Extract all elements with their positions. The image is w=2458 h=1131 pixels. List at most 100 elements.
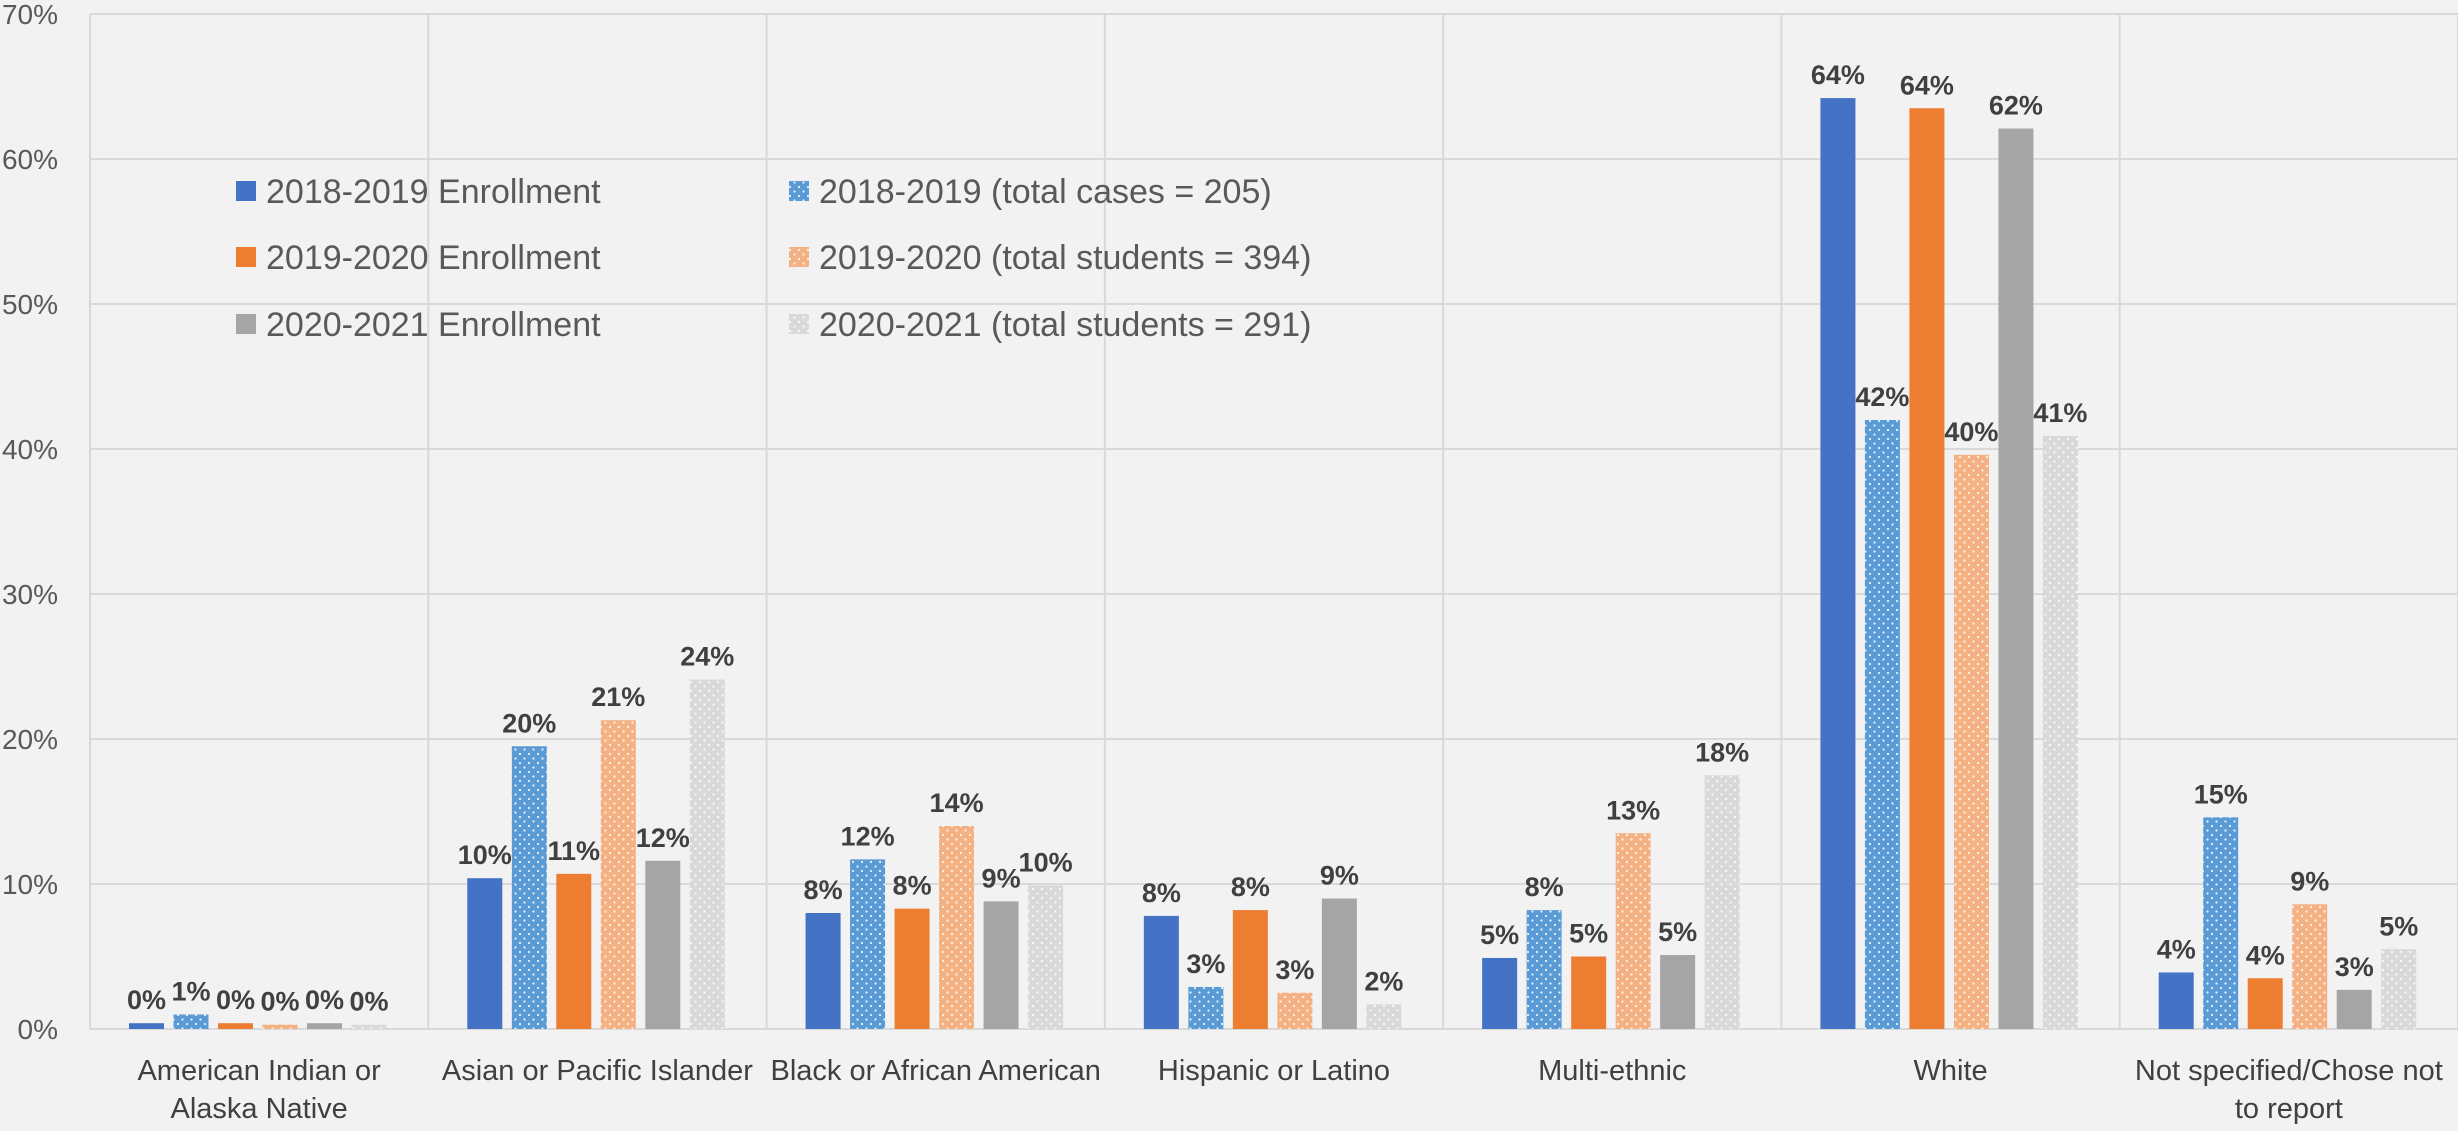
x-tick-label: White — [1914, 1055, 1988, 1087]
bars — [129, 98, 2417, 1030]
data-label: 62% — [1989, 91, 2043, 121]
bar — [1028, 885, 1064, 1029]
legend-label: 2019-2020 Enrollment — [266, 239, 601, 277]
data-label: 15% — [2194, 779, 2248, 809]
x-tick-label: American Indian or Alaska Native — [137, 1055, 381, 1125]
bar — [1998, 128, 2034, 1030]
x-tick-line: American Indian or — [137, 1055, 381, 1087]
bar — [351, 1024, 387, 1029]
data-label: 9% — [2290, 866, 2329, 896]
data-label: 2% — [1364, 966, 1403, 996]
legend-label: 2020-2021 (total students = 291) — [819, 306, 1311, 344]
x-tick-line: Hispanic or Latino — [1158, 1055, 1390, 1087]
data-label: 0% — [305, 985, 344, 1015]
data-label: 8% — [1231, 872, 1270, 902]
x-tick-line: White — [1914, 1055, 1988, 1087]
x-tick-label: Multi-ethnic — [1538, 1055, 1686, 1087]
bar — [1143, 915, 1179, 1029]
y-tick-label: 0% — [18, 1014, 58, 1045]
y-axis: 0% 10% 20% 30% 40% 50% 60% 70% — [2, 0, 58, 1045]
data-label: 21% — [591, 682, 645, 712]
bar — [2292, 904, 2328, 1029]
data-label: 5% — [1480, 920, 1519, 950]
x-tick-label: Asian or Pacific Islander — [442, 1055, 753, 1087]
data-label: 4% — [2246, 940, 2285, 970]
data-label: 9% — [982, 863, 1021, 893]
y-tick-label: 40% — [2, 434, 58, 465]
legend-swatch — [789, 314, 809, 334]
bar — [1660, 955, 1696, 1029]
bar — [1188, 986, 1224, 1029]
bar — [850, 859, 886, 1029]
x-tick-line: Not specified/Chose not — [2135, 1055, 2443, 1087]
x-tick-line: Alaska Native — [170, 1093, 347, 1125]
legend-label: 2018-2019 Enrollment — [266, 173, 601, 211]
bar — [1909, 108, 1945, 1029]
x-tick-label: Hispanic or Latino — [1158, 1055, 1390, 1087]
data-label: 1% — [171, 977, 210, 1007]
bar — [307, 1023, 342, 1029]
x-tick-label: Not specified/Chose not to report — [2135, 1055, 2443, 1125]
data-label: 12% — [636, 823, 690, 853]
bar — [511, 746, 547, 1029]
bar — [2158, 972, 2194, 1029]
data-label: 10% — [458, 840, 512, 870]
legend-swatch — [236, 247, 256, 267]
bar — [600, 720, 636, 1029]
data-label: 5% — [2379, 911, 2418, 941]
bar — [262, 1024, 298, 1029]
data-label: 20% — [502, 708, 556, 738]
data-label: 24% — [680, 642, 734, 672]
legend-label: 2018-2019 (total cases = 205) — [819, 173, 1272, 211]
x-axis: American Indian or Alaska Native Asian or … — [137, 1055, 2442, 1125]
legend: 2018-2019 Enrollment 2018-2019 (total cas… — [236, 173, 1311, 344]
legend-swatch — [236, 314, 256, 334]
bar — [894, 908, 930, 1029]
gridlines — [89, 13, 2458, 1030]
data-label: 10% — [1019, 847, 1073, 877]
data-label: 0% — [260, 987, 299, 1017]
data-label: 13% — [1606, 795, 1660, 825]
bar — [1864, 420, 1900, 1029]
data-label: 9% — [1320, 861, 1359, 891]
data-labels: 0% 1% 0% 0% 0% 0%10%20%11%21%12%24%8%12%8%14%… — [127, 60, 2418, 1017]
y-tick-label: 20% — [2, 724, 58, 755]
data-label: 64% — [1811, 60, 1865, 90]
x-tick-line: Black or African American — [771, 1055, 1101, 1087]
bar — [1704, 775, 1740, 1029]
bar — [805, 913, 841, 1029]
bar — [2247, 978, 2283, 1029]
bar — [2336, 989, 2372, 1029]
y-tick-label: 10% — [2, 869, 58, 900]
bar — [1277, 992, 1313, 1029]
data-label: 40% — [1944, 417, 1998, 447]
data-label: 8% — [1142, 878, 1181, 908]
bar — [939, 826, 975, 1029]
data-label: 3% — [2335, 952, 2374, 982]
bar — [218, 1023, 253, 1029]
bar — [1820, 98, 1856, 1030]
data-label: 4% — [2157, 934, 2196, 964]
bar — [1953, 454, 1989, 1029]
legend-label: 2020-2021 Enrollment — [266, 306, 601, 344]
bar — [1571, 956, 1607, 1029]
x-tick-line: to report — [2235, 1093, 2343, 1125]
bar — [1526, 910, 1562, 1029]
data-label: 0% — [127, 985, 166, 1015]
x-tick-line: Asian or Pacific Islander — [442, 1055, 753, 1087]
data-label: 14% — [930, 788, 984, 818]
x-tick-label: Black or African American — [771, 1055, 1101, 1087]
bar — [467, 878, 503, 1029]
bar — [2042, 435, 2078, 1029]
data-label: 3% — [1186, 949, 1225, 979]
data-label: 0% — [349, 987, 388, 1017]
data-label: 41% — [2033, 398, 2087, 428]
x-tick-line: Multi-ethnic — [1538, 1055, 1686, 1087]
y-tick-label: 70% — [2, 0, 58, 30]
bar — [129, 1023, 164, 1029]
y-tick-label: 50% — [2, 289, 58, 320]
bar — [2381, 949, 2417, 1029]
